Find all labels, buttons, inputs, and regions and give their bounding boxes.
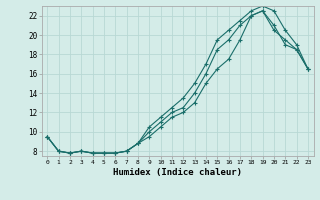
X-axis label: Humidex (Indice chaleur): Humidex (Indice chaleur) [113, 168, 242, 177]
